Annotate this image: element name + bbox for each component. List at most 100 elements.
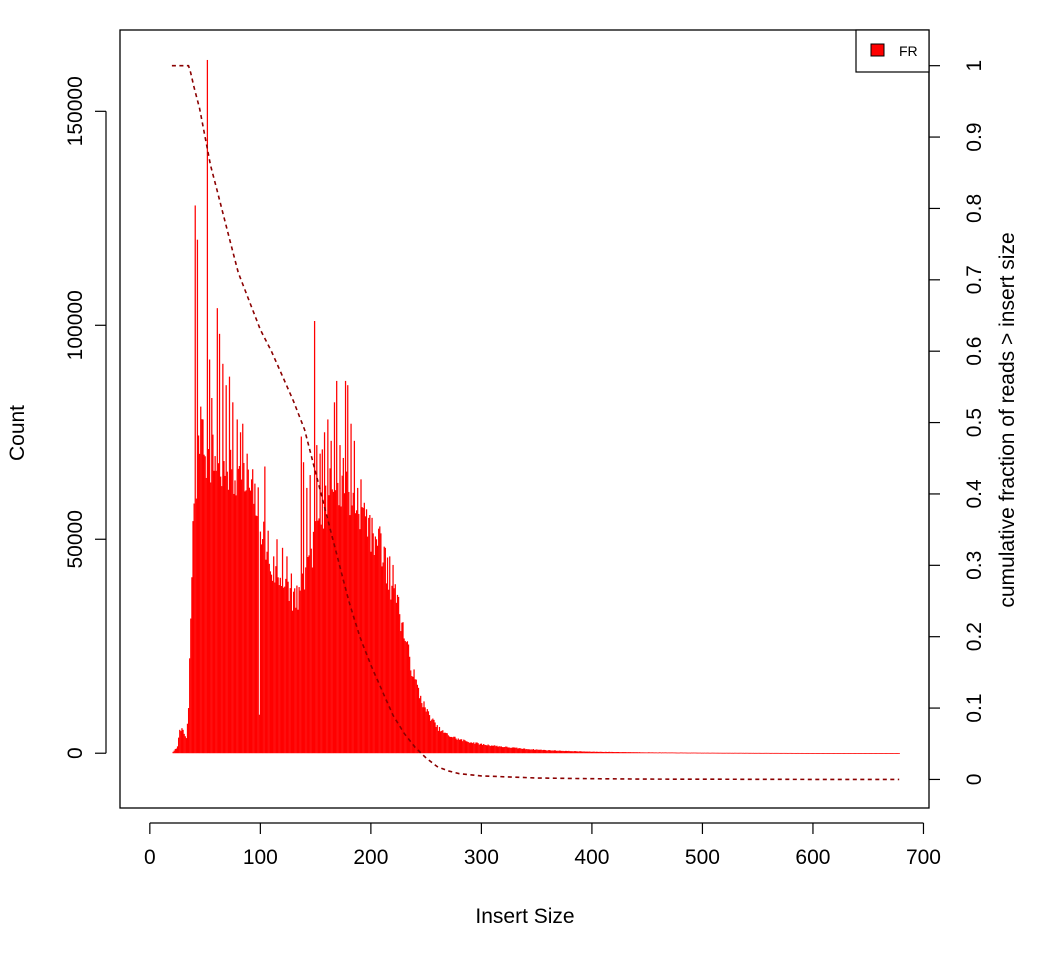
histogram-bar [618,752,621,754]
histogram-bar [614,752,616,754]
histogram-bar [460,739,463,754]
histogram-bar [322,528,325,754]
histogram-bar [397,596,400,754]
histogram-bar [582,751,584,754]
histogram-bar [487,744,489,754]
histogram-bar [511,747,514,754]
histogram-bar [603,752,605,754]
histogram-bar [866,753,868,754]
histogram-bar [454,736,456,754]
histogram-bar [393,588,395,754]
histogram-bar [686,752,688,754]
histogram-bar [701,752,704,754]
histogram-bar [732,752,735,754]
histogram-bar [437,730,439,754]
histogram-bar [800,753,802,754]
histogram-bar [847,753,850,754]
histogram-bar [441,730,443,754]
legend-label-fr: FR [899,43,918,59]
x-axis-label: Insert Size [475,905,574,928]
histogram-bar [579,751,581,754]
histogram-bar [392,564,394,754]
histogram-bar [763,752,766,754]
histogram-bar [432,718,434,754]
histogram-bar [678,752,680,754]
histogram-bar [830,753,832,754]
histogram-bar [308,555,310,754]
histogram-bar [476,742,478,754]
histogram-bar [499,746,501,754]
histogram-bar [723,752,726,754]
histogram-bar [778,752,780,754]
histogram-bar [592,751,594,754]
histogram-bar [190,618,192,754]
histogram-bar [517,748,519,754]
histogram-bar [495,746,497,754]
histogram-bar [623,752,625,754]
histogram-bar [648,752,651,754]
histogram-bar [769,752,771,754]
y-tick-label: 50000 [64,510,87,568]
histogram-bar [370,551,372,754]
histogram-bar [627,752,630,754]
histogram-bar [837,753,840,754]
histogram-bar [354,513,357,754]
histogram-bar [605,751,607,754]
histogram-bar [546,750,548,754]
histogram-bar [806,752,809,754]
histogram-bar [417,687,420,754]
histogram-bar [571,751,573,754]
histogram-bar [558,750,560,754]
histogram-bar [435,727,437,754]
histogram-bar [644,752,646,754]
histogram-bar [662,752,664,754]
histogram-bar [649,752,652,754]
histogram-bar [836,753,838,754]
y2-tick-label: 0.9 [963,122,986,151]
histogram-bar [309,475,311,754]
x-tick-label: 200 [353,846,388,869]
histogram-bar [319,453,321,754]
histogram-bar [222,363,224,754]
histogram-bar [200,406,202,754]
histogram-bar [646,752,648,754]
histogram-bar [841,753,843,754]
histogram-bar [781,752,783,754]
histogram-bar [867,753,869,754]
histogram-bar [299,590,301,754]
histogram-bar [436,725,438,754]
histogram-bar [872,753,874,754]
histogram-bar [813,753,815,754]
histogram-bar [409,656,411,754]
histogram-bar [254,483,256,754]
histogram-bar [611,751,613,754]
histogram-bar [844,753,846,754]
histogram-bar [607,751,610,754]
histogram-bar [544,750,547,754]
histogram-bar [759,752,761,754]
histogram-bar [357,487,359,754]
histogram-bar [301,573,304,754]
histogram-bar [548,750,550,754]
histogram-bar [205,477,207,754]
histogram-bar [186,723,189,754]
histogram-bar [213,470,215,754]
histogram-bar [515,747,517,754]
histogram-bar [740,752,742,754]
histogram-bar [505,746,507,754]
histogram-bar [448,736,451,754]
histogram-bar [400,631,402,754]
histogram-bar [483,743,485,754]
histogram-bar [738,752,740,754]
histogram-bar [341,475,343,754]
histogram-bar [402,622,404,754]
histogram-bar [225,385,227,754]
histogram-bar [256,516,258,754]
histogram-bar [224,475,226,754]
histogram-bar [590,751,592,754]
histogram-bar [604,751,606,754]
histogram-bar [681,752,684,754]
histogram-bar [805,753,808,754]
histogram-bar [278,585,280,754]
